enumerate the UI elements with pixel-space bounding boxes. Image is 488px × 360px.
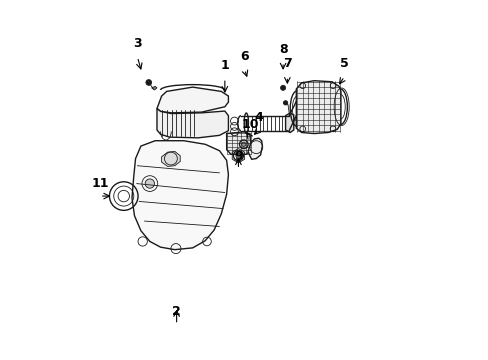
Text: 8: 8 bbox=[278, 43, 287, 56]
Text: 11: 11 bbox=[91, 177, 108, 190]
Polygon shape bbox=[226, 132, 251, 154]
Text: 4: 4 bbox=[254, 111, 263, 123]
Text: 9: 9 bbox=[234, 150, 242, 163]
Text: 1: 1 bbox=[220, 59, 229, 72]
Circle shape bbox=[280, 85, 285, 90]
Text: 10: 10 bbox=[241, 118, 258, 131]
Circle shape bbox=[235, 153, 241, 158]
Polygon shape bbox=[151, 86, 157, 90]
Polygon shape bbox=[296, 81, 340, 134]
Polygon shape bbox=[247, 138, 262, 159]
Text: 6: 6 bbox=[240, 50, 248, 63]
Polygon shape bbox=[157, 87, 228, 113]
Circle shape bbox=[145, 179, 154, 188]
Polygon shape bbox=[285, 113, 293, 132]
Polygon shape bbox=[157, 109, 228, 138]
Text: 3: 3 bbox=[133, 37, 142, 50]
Circle shape bbox=[283, 101, 287, 105]
Text: 5: 5 bbox=[340, 57, 348, 70]
Text: 7: 7 bbox=[283, 57, 291, 70]
Circle shape bbox=[241, 142, 245, 147]
Polygon shape bbox=[132, 141, 228, 249]
Text: 2: 2 bbox=[172, 305, 181, 318]
Circle shape bbox=[145, 80, 151, 85]
Polygon shape bbox=[162, 152, 180, 166]
